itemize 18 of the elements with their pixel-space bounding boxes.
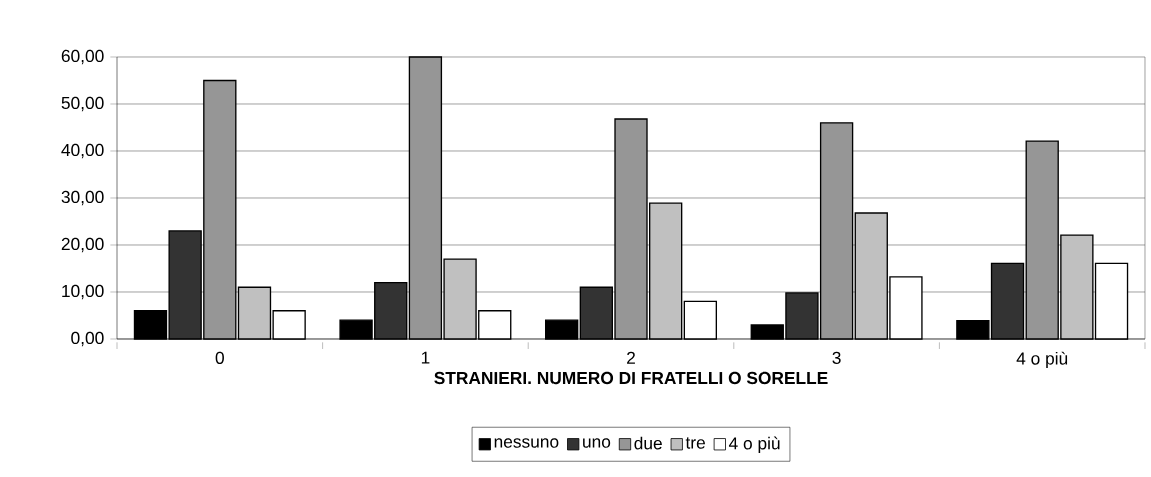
y-tick-label: 0,00 — [71, 331, 104, 347]
y-tick-label: 30,00 — [61, 190, 104, 206]
y-tick-label: 20,00 — [61, 237, 104, 253]
legend-label: due — [634, 436, 662, 450]
legend-label: nessuno — [494, 438, 559, 448]
x-axis-title: STRANIERI. NUMERO DI FRATELLI O SORELLE — [434, 371, 828, 385]
y-tick-label: 60,00 — [61, 49, 104, 65]
y-tick-label: 40,00 — [61, 143, 104, 159]
x-tick-label: 2 — [627, 351, 635, 364]
x-tick-label: 4 o più — [1016, 351, 1068, 369]
y-tick-label: 50,00 — [61, 96, 104, 112]
x-tick-label: 1 — [421, 351, 430, 364]
x-tick-label: 0 — [215, 351, 224, 364]
legend-label: uno — [583, 438, 611, 448]
x-tick-label: 3 — [832, 351, 841, 364]
legend-label: tre — [685, 437, 705, 449]
y-tick-label: 10,00 — [62, 284, 104, 300]
legend-label: 4 o più — [728, 436, 780, 453]
